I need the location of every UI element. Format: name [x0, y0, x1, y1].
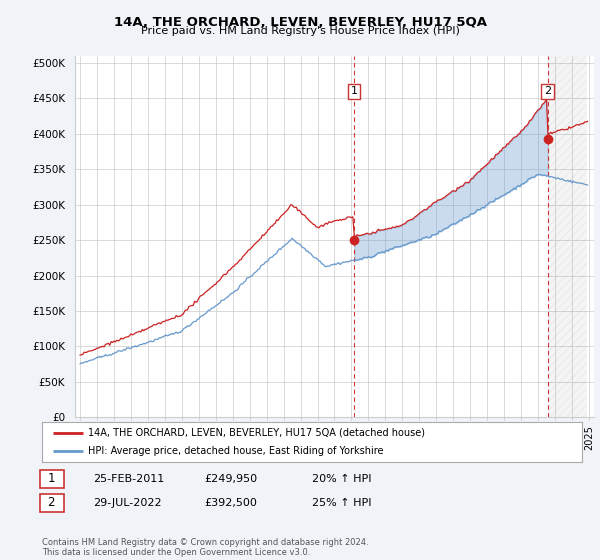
Text: HPI: Average price, detached house, East Riding of Yorkshire: HPI: Average price, detached house, East… [88, 446, 383, 456]
Text: 2: 2 [544, 86, 551, 96]
Text: £392,500: £392,500 [204, 498, 257, 508]
Text: 25% ↑ HPI: 25% ↑ HPI [312, 498, 371, 508]
Text: 14A, THE ORCHARD, LEVEN, BEVERLEY, HU17 5QA: 14A, THE ORCHARD, LEVEN, BEVERLEY, HU17 … [113, 16, 487, 29]
Text: 2: 2 [47, 496, 55, 510]
Text: £249,950: £249,950 [204, 474, 257, 484]
Text: 25-FEB-2011: 25-FEB-2011 [93, 474, 164, 484]
Text: 29-JUL-2022: 29-JUL-2022 [93, 498, 161, 508]
Text: 1: 1 [350, 86, 358, 96]
Text: Contains HM Land Registry data © Crown copyright and database right 2024.
This d: Contains HM Land Registry data © Crown c… [42, 538, 368, 557]
Text: 1: 1 [47, 472, 55, 486]
Text: Price paid vs. HM Land Registry's House Price Index (HPI): Price paid vs. HM Land Registry's House … [140, 26, 460, 36]
Text: 20% ↑ HPI: 20% ↑ HPI [312, 474, 371, 484]
Text: 14A, THE ORCHARD, LEVEN, BEVERLEY, HU17 5QA (detached house): 14A, THE ORCHARD, LEVEN, BEVERLEY, HU17 … [88, 428, 425, 437]
